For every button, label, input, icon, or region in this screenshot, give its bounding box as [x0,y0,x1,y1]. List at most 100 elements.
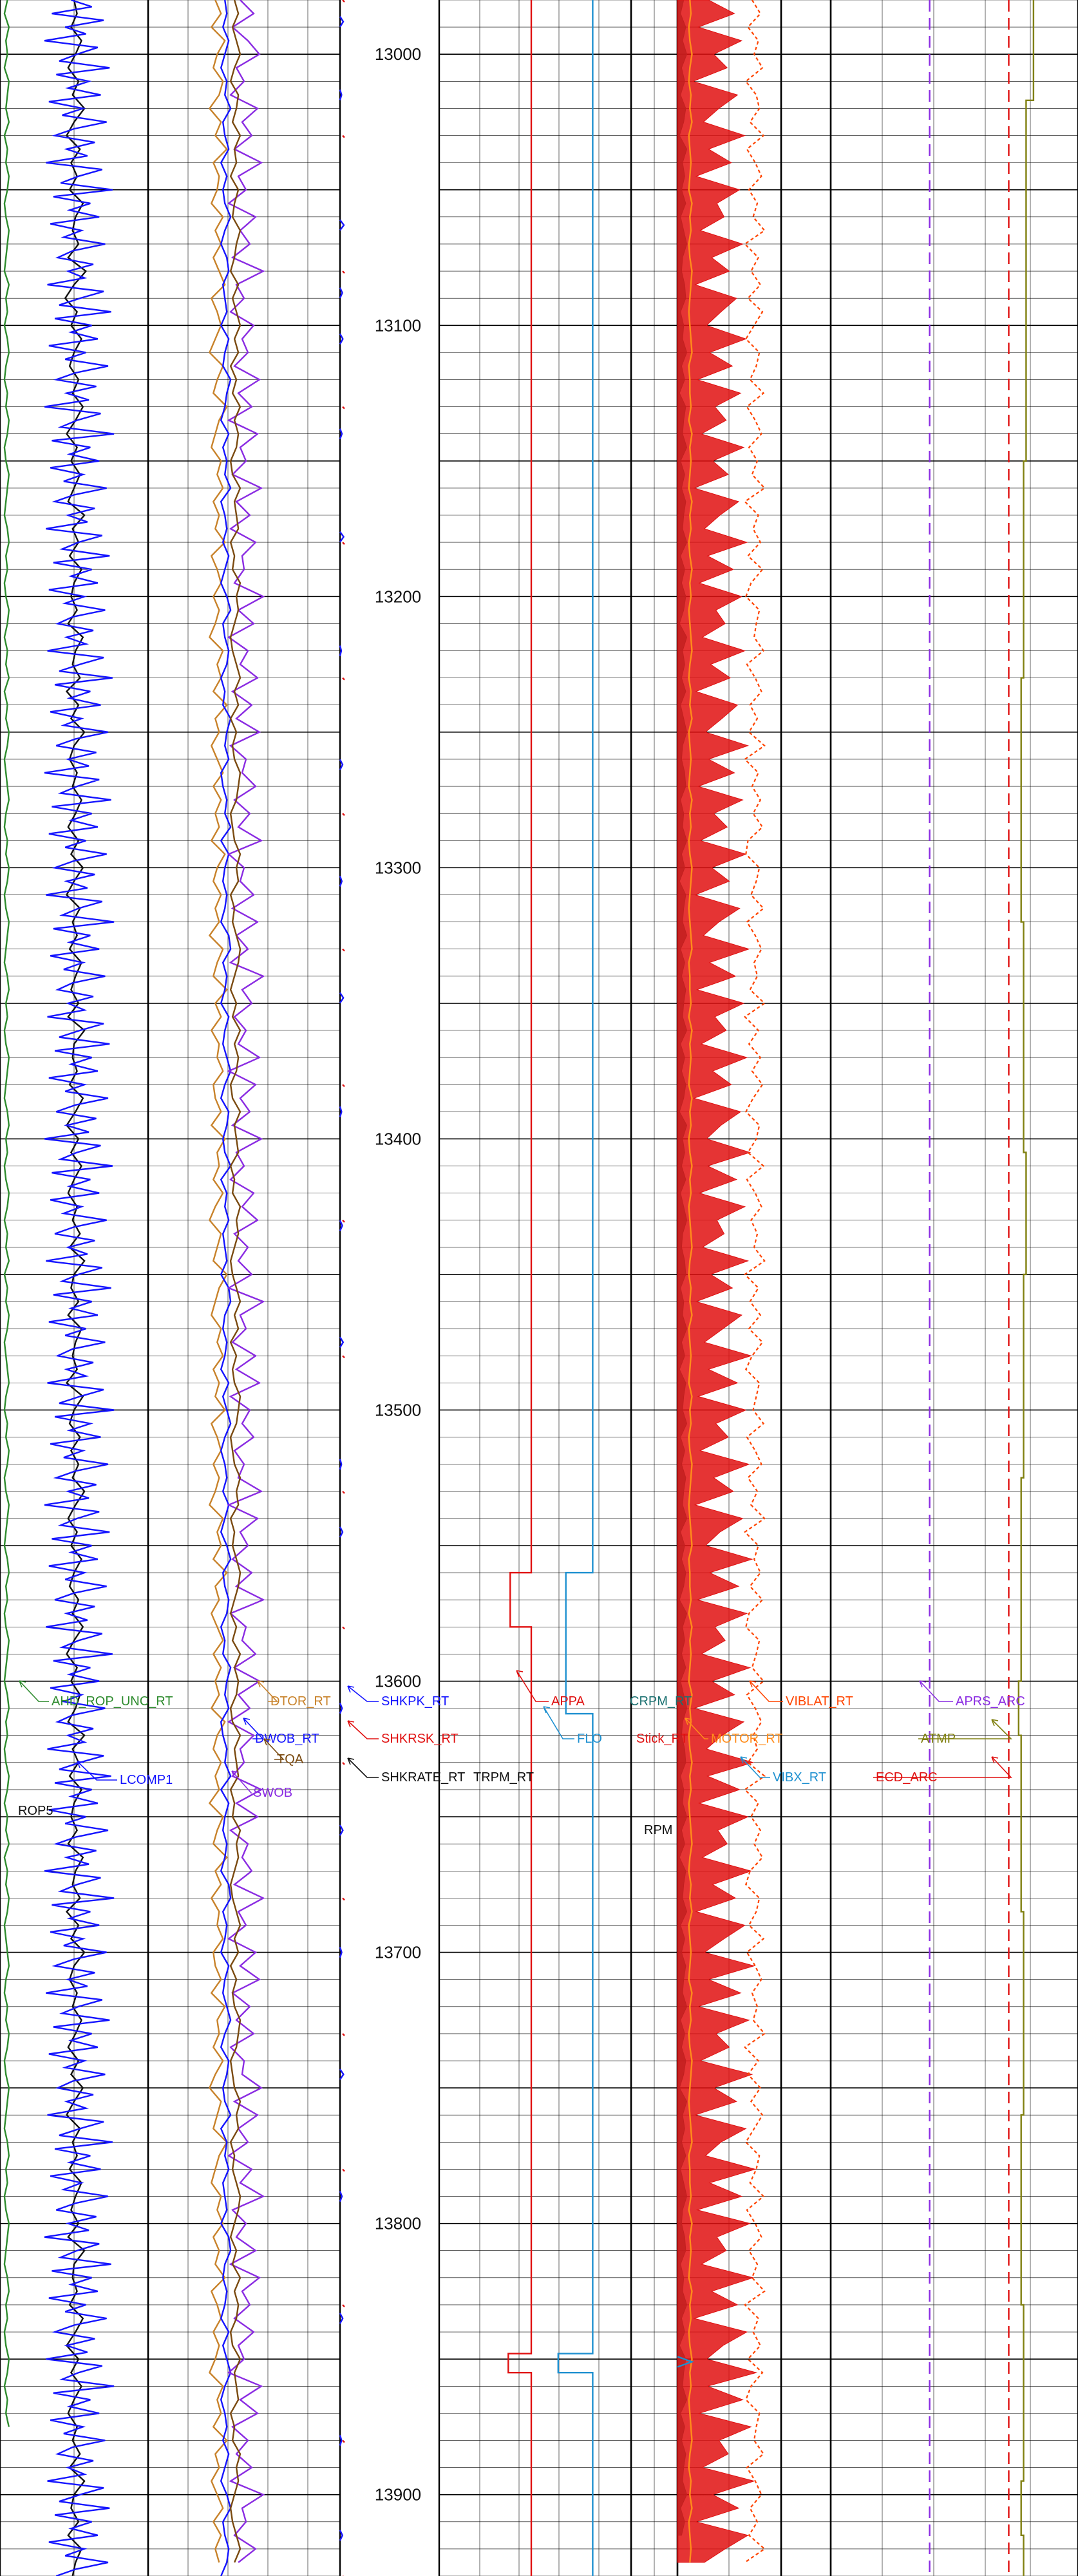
curve-shkrsk-rt-tick [342,2033,345,2036]
curve-lcomp1 [44,0,115,2576]
curve-shkpk-rt-spike [339,645,343,656]
curve-shkpk-rt-spike [339,1526,344,1538]
label-lcomp1-leader [77,1761,117,1781]
curve-shkpk-rt-spike [339,1824,344,1836]
curve-viblat-rt [743,0,766,2563]
label-tqa: TQA [277,1752,304,1766]
depth-tick-label: 13800 [375,2214,421,2233]
depth-tick-label: 13700 [375,1943,421,1962]
label-shkrate-rt-leader [347,1757,379,1778]
label-atmp: ATMP [921,1732,956,1746]
depth-tick-label: 13500 [375,1400,421,1419]
depth-axis: 13000 13100 13200 13300 13400 13500 13600 13700… [375,44,421,2504]
label-crpm-rt: CRPM_RT [630,1694,692,1709]
curve-shkpk-rt-spike [339,287,343,299]
curve-shkpk-rt-spike [339,1459,343,1470]
curve-shkrsk-rt-tick [342,135,345,138]
curve-shkpk-rt-spike [339,759,344,770]
depth-tick-label: 13600 [375,1672,421,1691]
curve-shkrsk-rt-tick [342,948,345,952]
curve-shkpk-rt-spike [339,992,345,1004]
label-aprs-arc-leader [919,1680,953,1702]
curve-shkrsk-rt-tick [342,1490,345,1494]
label-vibx-rt: VIBX_RT [773,1770,826,1785]
curve-shkpk-rt-spike [339,1336,345,1348]
label-dtor-rt: DTOR_RT [270,1694,331,1709]
label-shkpk-rt: SHKPK_RT [381,1694,449,1709]
curve-shkpk-rt-spike [339,531,345,543]
label-flo: FLO [577,1732,602,1746]
curve-shkpk-rt-spike [339,2435,343,2446]
curves [3,0,1035,2576]
label-appa: APPA [551,1694,585,1709]
curve-shkpk-rt-spike [339,1703,343,1714]
label-tqa-leader [263,1738,285,1760]
label-swob-leader [231,1770,252,1794]
label-flo-leader [543,1706,574,1739]
curve-shkrsk-rt-tick [342,2304,345,2307]
label-motor-rt: MOTOR_RT [711,1732,783,1746]
depth-tick-label: 13000 [375,44,421,64]
curve-shkpk-rt-spike [339,2191,343,2202]
curve-shkpk-rt-spike [339,16,345,28]
curve-shkpk-rt-spike [339,1106,343,1117]
label-rop5: ROP5 [18,1804,53,1818]
depth-tick-label: 13400 [375,1129,421,1148]
curve-labels: AHD_ROP_UNC_RT ROP5 LCOMP1 DTOR_RT DWOB_RT SW… [18,1670,1025,1837]
curve-motor-rt [688,0,693,2562]
curve-shkrsk-rt-tick [342,270,345,274]
curve-shkrsk-rt-tick [342,2439,345,2443]
curve-shkpk-rt-spike [339,333,344,345]
curve-shkrsk-rt-tick [342,542,345,545]
curve-shkpk-rt-spike [339,2069,345,2080]
label-stick-rt: Stick_RT [636,1732,688,1746]
curve-shkrsk-rt-tick [342,677,345,681]
curve-shkrsk-rt-tick [342,406,345,410]
label-dtor-rt-leader [257,1680,278,1702]
curve-flo [557,0,594,2576]
depth-tick-label: 13100 [375,316,421,335]
curve-shkrsk-rt-tick [342,1761,345,1765]
curve-shkpk-rt-spike [339,90,343,100]
curve-shkrsk-rt-tick [342,1355,345,1359]
curve-swob [227,0,265,2563]
label-swob: SWOB [253,1786,292,1800]
curve-shkpk-rt-spike [339,876,343,887]
curve-vibx-rt-spike [677,2356,695,2368]
curve-ahd-rop-unc-rt [3,0,10,2427]
label-motor-rt-leader [685,1718,708,1739]
label-appa-leader [516,1670,549,1702]
curve-shkrsk-rt-tick [342,1219,345,1223]
label-trpm-rt: TRPM_RT [473,1770,534,1785]
label-dwob-rt: DWOB_RT [255,1732,319,1746]
label-rpm: RPM [644,1823,672,1837]
curve-shkrsk-rt-tick [342,0,345,3]
curve-shkrsk-rt-tick [342,813,345,817]
label-shkrate-rt: SHKRATE_RT [381,1770,465,1785]
curve-shkrsk-rt-tick [342,1626,345,1630]
label-ecd-arc-leader [873,1756,1012,1778]
curve-stick-rt [677,0,758,2563]
curve-shkrsk-rt-tick [342,1084,345,1088]
curve-shkpk-rt-spike [339,2530,344,2541]
label-dwob-rt-leader [243,1718,264,1739]
curve-atmp [1017,0,1035,2576]
depth-tick-label: 13300 [375,858,421,877]
curve-shkpk-rt-spike [339,1220,343,1231]
curve-shkpk-rt-spike [339,1947,343,1958]
curve-shkrsk-rt-tick [342,2168,345,2172]
label-vibx-rt-leader [740,1756,770,1778]
curve-shkpk-rt-spike [339,428,343,440]
label-viblat-rt: VIBLAT_RT [786,1694,853,1709]
label-ahd-rop-unc-rt-leader [19,1680,49,1702]
label-aprs-arc: APRS_ARC [956,1694,1025,1709]
curve-dtor-rt [208,0,228,2563]
curve-shkpk-rt-spike [339,219,345,231]
label-ahd-rop-unc-rt: AHD_ROP_UNC_RT [52,1694,173,1709]
label-viblat-rt-leader [749,1680,783,1702]
label-ecd-arc: ECD_ARC [876,1770,938,1785]
curve-tqa [229,0,241,2563]
label-shkpk-rt-leader [347,1685,379,1702]
